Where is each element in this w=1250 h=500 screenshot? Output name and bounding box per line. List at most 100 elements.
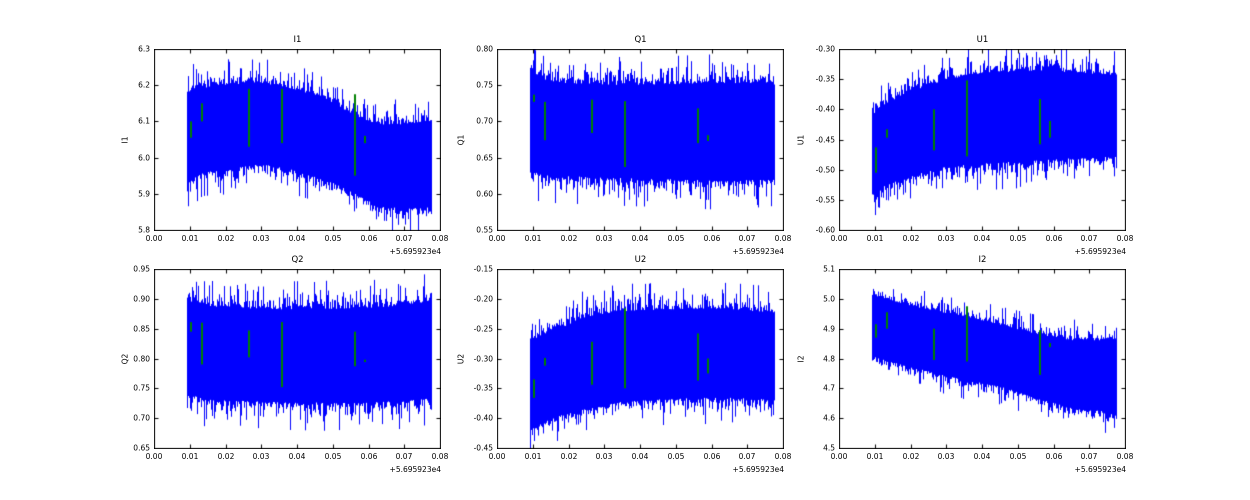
ytick-label-I1-6.2: 6.2 — [138, 80, 150, 90]
plot-area-U2 — [497, 269, 784, 449]
ytick-label-U2--0.35: -0.35 — [473, 383, 493, 393]
xtick-label-Q2-0.04: 0.04 — [288, 452, 306, 461]
ytick-label-U1--0.55: -0.55 — [815, 195, 835, 205]
ytick-label-U2--0.20: -0.20 — [473, 294, 493, 304]
xtick-label-Q1-0.07: 0.07 — [738, 234, 756, 243]
ytick-label-I2-4.7: 4.7 — [823, 383, 835, 393]
xtick-label-I2-0.07: 0.07 — [1080, 452, 1098, 461]
xtick-label-U2-0.03: 0.03 — [595, 452, 613, 461]
plot-ylabel-Q2: Q2 — [120, 353, 130, 365]
ytick-label-I2-4.8: 4.8 — [823, 354, 835, 364]
ytick-label-Q1-0.65: 0.65 — [476, 153, 493, 163]
ytick-label-U2--0.40: -0.40 — [473, 413, 493, 423]
plot-ylabel-I2: I2 — [796, 355, 806, 363]
xtick-label-I2-0.03: 0.03 — [937, 452, 955, 461]
ytick-label-Q2-0.90: 0.90 — [133, 294, 150, 304]
plot-title-I2: I2 — [978, 255, 987, 265]
ytick-label-U2--0.25: -0.25 — [473, 324, 493, 334]
ytick-label-I1-6.0: 6.0 — [138, 153, 150, 163]
plot-title-Q2: Q2 — [291, 255, 304, 265]
xtick-label-I1-0.05: 0.05 — [324, 234, 342, 243]
xtick-label-I1-0.04: 0.04 — [288, 234, 306, 243]
xtick-label-U2-0.06: 0.06 — [703, 452, 721, 461]
xtick-label-I1-0.07: 0.07 — [395, 234, 413, 243]
ytick-label-Q2-0.75: 0.75 — [133, 383, 150, 393]
plot-title-I1: I1 — [293, 35, 302, 45]
plot-area-U1 — [839, 49, 1126, 231]
xtick-label-Q2-0.02: 0.02 — [217, 452, 235, 461]
ytick-label-U1--0.35: -0.35 — [815, 74, 835, 84]
xtick-label-U2-0.07: 0.07 — [738, 452, 756, 461]
xtick-label-I1-0.08: 0.08 — [431, 234, 449, 243]
xtick-label-Q1-0.00: 0.00 — [488, 234, 506, 243]
ytick-label-U1--0.50: -0.50 — [815, 165, 835, 175]
ytick-label-U1--0.45: -0.45 — [815, 135, 835, 145]
ytick-label-U2--0.30: -0.30 — [473, 354, 493, 364]
ytick-label-Q1-0.70: 0.70 — [476, 116, 493, 126]
x-offset-label-I2: +5.695923e4 — [1074, 465, 1126, 474]
ytick-label-I1-6.1: 6.1 — [138, 116, 150, 126]
ytick-label-Q1-0.60: 0.60 — [476, 189, 493, 199]
ytick-label-I1-5.9: 5.9 — [138, 189, 150, 199]
plot-ylabel-Q1: Q1 — [456, 134, 466, 146]
xtick-label-U2-0.05: 0.05 — [667, 452, 685, 461]
xtick-label-I2-0.04: 0.04 — [973, 452, 991, 461]
ytick-label-I2-5.1: 5.1 — [823, 264, 835, 274]
plot-area-Q1 — [497, 49, 784, 231]
ytick-label-U1--0.40: -0.40 — [815, 104, 835, 114]
ytick-label-Q2-0.95: 0.95 — [133, 264, 150, 274]
xtick-label-U1-0.03: 0.03 — [937, 234, 955, 243]
xtick-label-I2-0.01: 0.01 — [866, 452, 884, 461]
ytick-label-Q2-0.80: 0.80 — [133, 354, 150, 364]
xtick-label-I2-0.00: 0.00 — [830, 452, 848, 461]
xtick-label-Q2-0.05: 0.05 — [324, 452, 342, 461]
xtick-label-U1-0.08: 0.08 — [1116, 234, 1134, 243]
ytick-label-U2--0.15: -0.15 — [473, 264, 493, 274]
ytick-label-Q1-0.80: 0.80 — [476, 44, 493, 54]
xtick-label-U2-0.08: 0.08 — [774, 452, 792, 461]
xtick-label-I1-0.01: 0.01 — [181, 234, 199, 243]
ytick-label-U1--0.30: -0.30 — [815, 44, 835, 54]
xtick-label-Q1-0.04: 0.04 — [631, 234, 649, 243]
plot-title-U2: U2 — [634, 255, 647, 265]
xtick-label-U2-0.02: 0.02 — [560, 452, 578, 461]
plot-title-Q1: Q1 — [634, 35, 647, 45]
ytick-label-Q2-0.70: 0.70 — [133, 413, 150, 423]
xtick-label-U1-0.07: 0.07 — [1080, 234, 1098, 243]
xtick-label-Q2-0.08: 0.08 — [431, 452, 449, 461]
plot-ylabel-U2: U2 — [456, 353, 466, 365]
xtick-label-I2-0.02: 0.02 — [902, 452, 920, 461]
xtick-label-U1-0.00: 0.00 — [830, 234, 848, 243]
xtick-label-I2-0.08: 0.08 — [1116, 452, 1134, 461]
ytick-label-I1-5.8: 5.8 — [138, 225, 150, 235]
xtick-label-U2-0.01: 0.01 — [524, 452, 542, 461]
x-offset-label-U1: +5.695923e4 — [1074, 247, 1126, 256]
ytick-label-Q1-0.55: 0.55 — [476, 225, 493, 235]
xtick-label-I2-0.06: 0.06 — [1045, 452, 1063, 461]
xtick-label-U2-0.04: 0.04 — [631, 452, 649, 461]
ytick-label-I2-4.5: 4.5 — [823, 443, 835, 453]
xtick-label-U1-0.01: 0.01 — [866, 234, 884, 243]
xtick-label-Q2-0.06: 0.06 — [360, 452, 378, 461]
xtick-label-Q1-0.02: 0.02 — [560, 234, 578, 243]
plot-title-U1: U1 — [976, 35, 989, 45]
xtick-label-Q1-0.03: 0.03 — [595, 234, 613, 243]
ytick-label-Q2-0.65: 0.65 — [133, 443, 150, 453]
plot-ylabel-U1: U1 — [796, 134, 806, 146]
xtick-label-Q1-0.06: 0.06 — [703, 234, 721, 243]
plot-area-I1 — [154, 49, 441, 231]
xtick-label-U1-0.02: 0.02 — [902, 234, 920, 243]
x-offset-label-Q2: +5.695923e4 — [389, 465, 441, 474]
xtick-label-U2-0.00: 0.00 — [488, 452, 506, 461]
xtick-label-Q1-0.05: 0.05 — [667, 234, 685, 243]
ytick-label-I2-4.6: 4.6 — [823, 413, 835, 423]
xtick-label-Q2-0.03: 0.03 — [252, 452, 270, 461]
ytick-label-Q2-0.85: 0.85 — [133, 324, 150, 334]
ytick-label-Q1-0.75: 0.75 — [476, 80, 493, 90]
xtick-label-Q2-0.00: 0.00 — [145, 452, 163, 461]
plot-area-I2 — [839, 269, 1126, 449]
xtick-label-Q2-0.01: 0.01 — [181, 452, 199, 461]
xtick-label-I1-0.06: 0.06 — [360, 234, 378, 243]
xtick-label-I2-0.05: 0.05 — [1009, 452, 1027, 461]
ytick-label-I2-4.9: 4.9 — [823, 324, 835, 334]
